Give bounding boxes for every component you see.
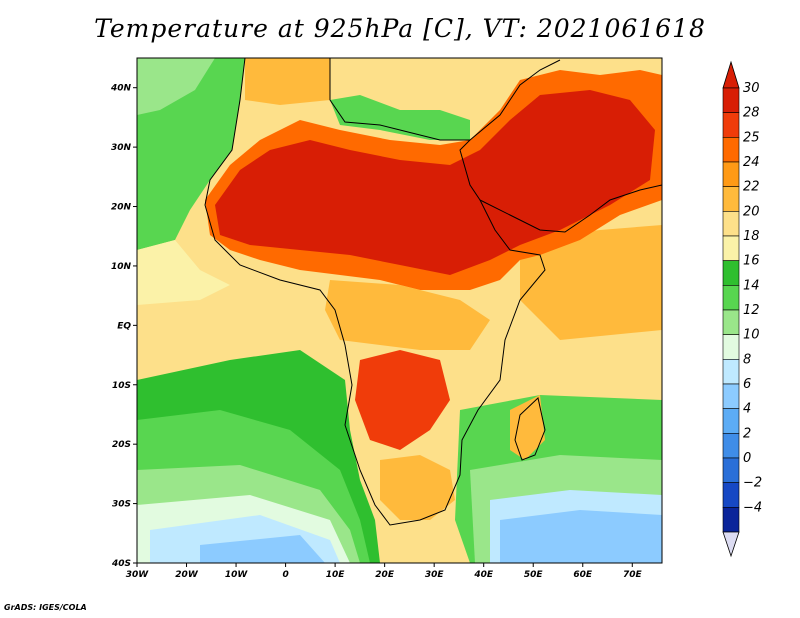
colorbar-swatch: [722, 482, 740, 508]
colorbar-swatch: [722, 359, 740, 385]
y-tick-label: 10S: [112, 381, 131, 391]
y-tick-label: EQ: [117, 321, 131, 331]
temperature-field: [137, 58, 662, 563]
colorbar-swatch: [722, 309, 740, 335]
colorbar-swatch: [722, 383, 740, 409]
colorbar-label: 4: [743, 402, 751, 417]
y-tick-label: 30N: [111, 143, 132, 153]
madagascar-coastline: [514, 397, 546, 461]
y-tick-label: 40S: [111, 559, 131, 569]
y-axis-ticks: 40S 30S 20S 10S EQ 10N 20N 30N 40N: [110, 84, 137, 569]
x-tick-label: 20W: [175, 570, 199, 580]
colorbar-label: 28: [743, 106, 760, 121]
colorbar-label: 22: [743, 180, 760, 195]
x-tick-label: 60E: [573, 570, 593, 580]
colorbar-swatch: [722, 408, 740, 434]
x-tick-label: 10W: [225, 570, 249, 580]
x-tick-label: 30E: [425, 570, 445, 580]
map-frame: [136, 57, 663, 564]
colorbar-swatch: [722, 161, 740, 187]
colorbar-swatch: [722, 211, 740, 237]
x-tick-label: 30W: [126, 570, 150, 580]
colorbar-label: 18: [743, 229, 760, 244]
x-tick-label: 70E: [623, 570, 643, 580]
y-tick-label: 10N: [111, 262, 132, 272]
colorbar-swatch: [722, 186, 740, 212]
madagascar-warm: [510, 395, 545, 460]
colorbar-swatch: [722, 137, 740, 163]
colorbar-top-arrow: [722, 60, 740, 89]
colorbar-bottom-arrow: [722, 531, 740, 558]
colorbar-label: 12: [743, 303, 760, 318]
colorbar-swatch: [722, 334, 740, 360]
colorbar-label: −4: [743, 500, 762, 515]
colorbar-label: 16: [743, 254, 760, 269]
central-africa-warm: [325, 280, 490, 350]
colorbar-label: 10: [743, 328, 760, 343]
colorbar-label: 8: [743, 352, 751, 367]
grads-credit: GrADS: IGES/COLA: [4, 603, 87, 612]
arabia-coastline: [469, 59, 662, 233]
colorbar-label: 20: [743, 204, 760, 219]
x-tick-label: 40E: [473, 570, 494, 580]
x-axis-ticks: 30W 20W 10W 0 10E 20E 30E 40E 50E 60E 70E: [126, 563, 643, 580]
colorbar-label: 0: [743, 451, 751, 466]
south-indian-colder: [500, 510, 662, 563]
north-atlantic-cooler: [137, 58, 215, 115]
sahara-arabia-hottest: [215, 90, 655, 275]
colorbar-label: 6: [743, 377, 751, 392]
y-tick-label: 20S: [112, 440, 131, 450]
tropical-atlantic: [137, 240, 230, 305]
y-tick-label: 20N: [111, 203, 132, 213]
colorbar-swatch: [722, 87, 740, 113]
x-tick-label: 0: [282, 570, 288, 580]
x-tick-label: 10E: [326, 570, 346, 580]
colorbar-swatch: [722, 457, 740, 483]
arabian-sea-warm: [520, 225, 662, 340]
colorbar-label: 30: [743, 81, 760, 96]
colorbar-swatch: [722, 507, 740, 533]
colorbar-swatch: [722, 260, 740, 286]
colorbar-swatch: [722, 235, 740, 261]
x-tick-label: 20E: [375, 570, 395, 580]
map-title: Temperature at 925hPa [C], VT: 202106161…: [94, 14, 706, 43]
colorbar-swatch: [722, 112, 740, 138]
colorbar-swatch: [722, 285, 740, 311]
y-tick-label: 40N: [110, 84, 132, 94]
colorbar-swatch: [722, 433, 740, 459]
iberia-warm: [245, 58, 330, 105]
x-tick-label: 50E: [524, 570, 544, 580]
colorbar-label: 24: [743, 155, 760, 170]
south-atlantic-colder: [200, 535, 325, 563]
y-tick-label: 30S: [112, 500, 131, 510]
southern-africa-hot: [355, 350, 450, 450]
colorbar-label: 25: [743, 130, 760, 145]
mediterranean-cool: [330, 95, 470, 140]
colorbar-label: 14: [743, 278, 760, 293]
colorbar-label: 2: [743, 426, 751, 441]
africa-coastline: [204, 58, 546, 526]
colorbar-label: −2: [743, 476, 762, 491]
south-africa-mild: [380, 455, 455, 520]
